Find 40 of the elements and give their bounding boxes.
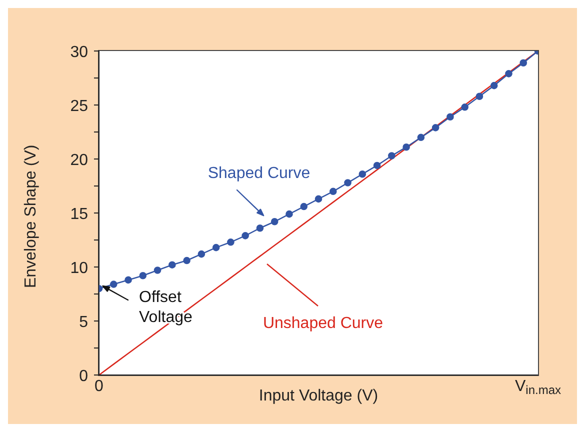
x-tick-label: V$_{in.max}$ xyxy=(514,378,562,397)
y-tick-label: 5 xyxy=(79,314,88,331)
point xyxy=(168,261,176,268)
annotation: Unshaped Curve xyxy=(262,315,384,332)
point xyxy=(417,134,425,142)
y-tick-label: 30 xyxy=(70,44,88,61)
point xyxy=(300,202,308,210)
point xyxy=(314,195,322,203)
point xyxy=(212,244,220,252)
point xyxy=(446,113,454,121)
point xyxy=(154,266,162,274)
point xyxy=(490,82,498,90)
y-tick-label: 25 xyxy=(70,98,88,115)
point xyxy=(242,232,249,240)
point xyxy=(344,179,352,186)
y-tick-label: 10 xyxy=(70,260,88,277)
point xyxy=(227,238,234,246)
y-axis-title: Envelope Shape (V) xyxy=(22,144,40,288)
point xyxy=(139,272,147,280)
point xyxy=(198,250,206,258)
point xyxy=(476,92,484,100)
point xyxy=(270,218,278,226)
point xyxy=(329,188,337,196)
annotation: Shaped Curve xyxy=(208,165,310,182)
point xyxy=(432,124,440,132)
y-tick-label: 20 xyxy=(70,152,88,169)
point xyxy=(520,59,528,67)
point xyxy=(124,276,132,284)
point xyxy=(461,104,468,111)
point xyxy=(183,256,190,264)
point xyxy=(256,224,264,232)
x-axis-title: Input Voltage (V) xyxy=(258,387,378,404)
point xyxy=(286,210,293,218)
point xyxy=(358,170,366,178)
y-tick-label: 15 xyxy=(70,206,88,223)
point xyxy=(505,70,512,78)
point xyxy=(388,152,396,160)
point xyxy=(110,280,118,288)
point xyxy=(402,143,410,151)
point xyxy=(373,162,381,170)
